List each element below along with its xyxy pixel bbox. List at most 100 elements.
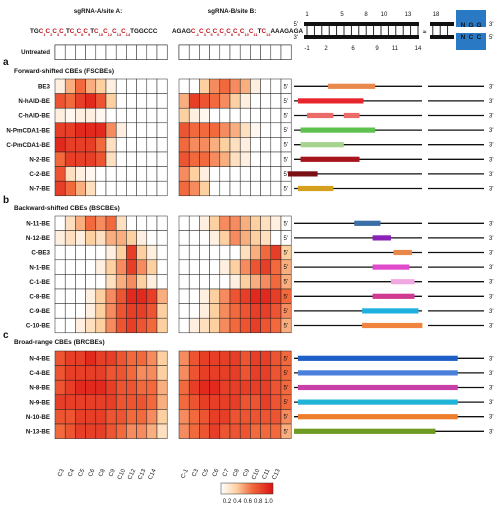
heatmap-cell	[64, 274, 76, 290]
heatmap-cell	[260, 215, 272, 231]
heatmap-cell	[260, 180, 272, 197]
heatmap-cell	[136, 303, 148, 319]
seq-base: C	[103, 28, 108, 35]
heatmap-cell	[209, 122, 221, 138]
deaminase-bar	[300, 142, 344, 148]
strand-5-label: 5'	[284, 386, 288, 392]
heatmap-cell	[126, 317, 137, 334]
heatmap-cell	[54, 317, 66, 334]
strand-3-label: 3'	[489, 400, 493, 406]
heatmap-cell	[239, 394, 251, 410]
heatmap-cell	[270, 93, 282, 109]
heatmap-cell	[54, 122, 66, 138]
heatmap-cell	[239, 365, 251, 381]
heatmap-cell	[156, 317, 168, 334]
heatmap-cell	[146, 93, 158, 109]
seq-base: C	[83, 28, 88, 35]
heatmap-cell	[199, 244, 210, 261]
seq-base: C	[39, 28, 44, 35]
heatmap-cell	[156, 166, 168, 182]
heatmap-cell	[229, 244, 241, 261]
heatmap-cell	[229, 78, 241, 94]
pam-top-box	[456, 10, 486, 27]
heatmap-cell	[64, 107, 76, 124]
row-label: N-PmCDA1-BE	[6, 127, 50, 134]
heatmap-cell	[270, 180, 282, 197]
heatmap-cell	[260, 379, 272, 396]
heatmap-cell	[64, 423, 76, 439]
heatmap-cell	[146, 78, 158, 94]
heatmap-cell	[239, 93, 251, 109]
heatmap-cell	[270, 151, 282, 167]
heatmap-cell	[126, 259, 137, 275]
heatmap-cell	[136, 365, 148, 381]
strand-3-label: 3'	[489, 294, 493, 300]
heatmap-cell	[126, 78, 137, 94]
heatmap-cell	[156, 365, 168, 381]
heatmap-cell	[136, 215, 148, 231]
seq-index: 8	[231, 32, 234, 37]
heatmap-cell	[75, 93, 86, 109]
heatmap-cell	[136, 317, 148, 334]
heatmap-cell	[54, 107, 66, 124]
heatmap-cell	[239, 78, 251, 94]
heatmap-cell	[229, 122, 241, 138]
seq-index: -1	[195, 32, 199, 37]
heatmap-cell	[199, 107, 210, 124]
heatmap-cell	[188, 137, 200, 153]
seq-base: C	[199, 28, 204, 35]
strand-3-label: 3'	[489, 99, 493, 105]
heatmap-cell	[75, 180, 86, 197]
heatmap-cell	[75, 107, 86, 124]
colorbar-tick: 0.2	[223, 499, 232, 505]
heatmap-cell	[126, 44, 137, 60]
heatmap-cell	[95, 303, 107, 319]
heatmap-cell	[250, 107, 261, 124]
heatmap-cell	[219, 44, 231, 60]
heatmap-cell	[85, 317, 97, 334]
heatmap-cell	[156, 78, 168, 94]
heatmap-cell	[219, 107, 231, 124]
heatmap-cell	[178, 107, 190, 124]
heatmap-cell	[270, 350, 282, 366]
colorbar-tick: 0.8	[254, 499, 263, 505]
heatmap-cell	[105, 259, 117, 275]
panel-letter: c	[3, 330, 9, 341]
strand-5-label: 5'	[284, 221, 288, 227]
strand-5-label: 5'	[284, 236, 288, 242]
heatmap-cell	[146, 423, 158, 439]
heatmap-cell	[270, 409, 282, 425]
heatmap-cell	[136, 122, 148, 138]
heatmap-cell	[126, 350, 137, 366]
row-label: N-13-BE	[26, 429, 50, 436]
heatmap-cell	[209, 78, 221, 94]
heatmap-cell	[95, 350, 107, 366]
heatmap-cell	[178, 93, 190, 109]
pam-bottom-base: N	[461, 34, 466, 41]
heatmap-cell	[136, 350, 148, 366]
heatmap-cell	[95, 122, 107, 138]
heatmap-cell	[156, 151, 168, 167]
heatmap-cell	[178, 166, 190, 182]
heatmap-cell	[126, 137, 137, 153]
heatmap-cell	[85, 259, 97, 275]
heatmap-cell	[156, 274, 168, 290]
heatmap-cell	[209, 166, 221, 182]
heatmap-cell	[64, 151, 76, 167]
heatmap-cell	[229, 303, 241, 319]
heatmap-cell	[105, 137, 117, 153]
heatmap-cell	[64, 259, 76, 275]
heatmap-cell	[239, 244, 251, 261]
heatmap-cell	[146, 365, 158, 381]
heatmap-cell	[260, 365, 272, 381]
heatmap-cell	[250, 274, 261, 290]
heatmap-cell	[209, 230, 221, 246]
heatmap-cell	[105, 303, 117, 319]
heatmap-cell	[178, 394, 190, 410]
heatmap-cell	[115, 394, 127, 410]
heatmap-cell	[85, 365, 97, 381]
heatmap-cell	[178, 151, 190, 167]
panel-letter: b	[3, 195, 9, 206]
heatmap-cell	[270, 107, 282, 124]
heatmap-cell	[115, 350, 127, 366]
